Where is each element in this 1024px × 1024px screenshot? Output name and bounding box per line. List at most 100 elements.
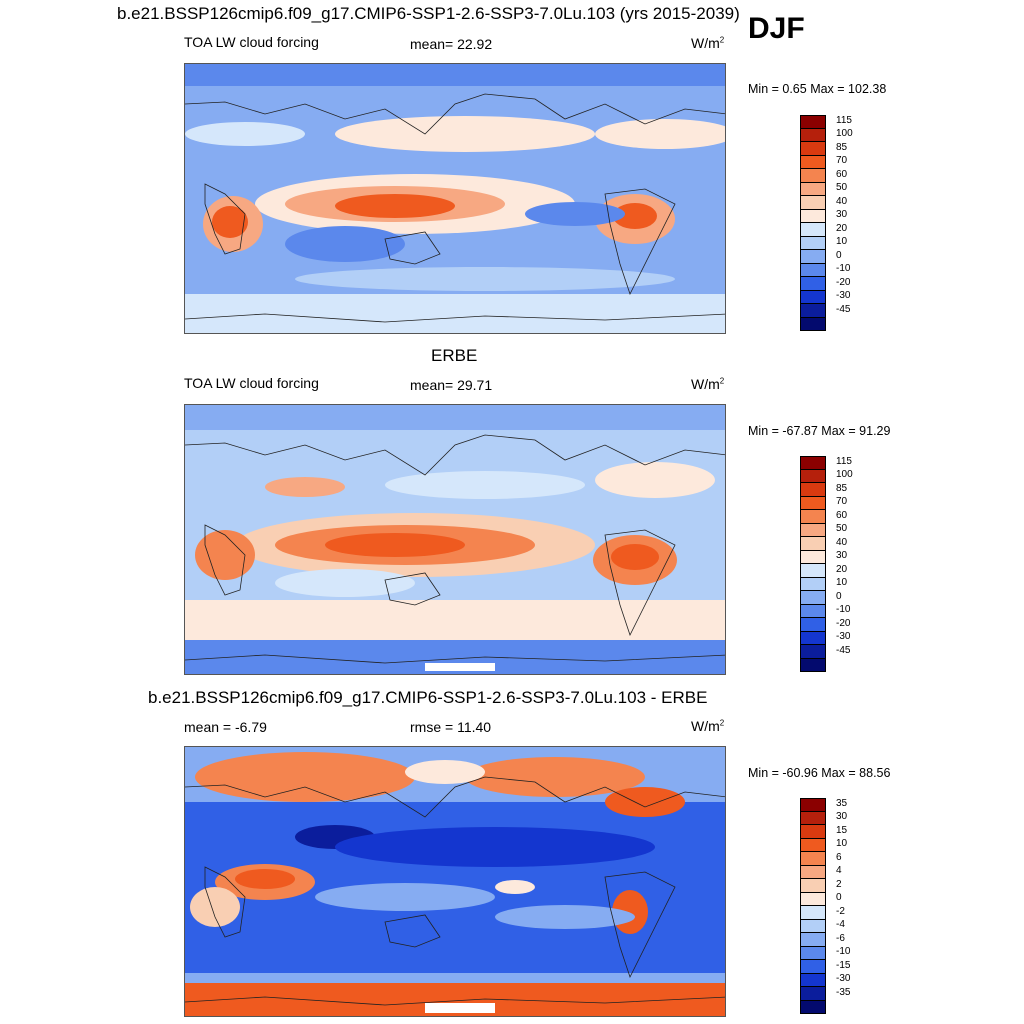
colorbar-swatch xyxy=(800,483,826,497)
panel-1-map xyxy=(184,63,726,334)
colorbar-tick-label: 40 xyxy=(836,195,848,207)
colorbar-tick-label: 10 xyxy=(836,838,848,849)
colorbar-tick-label: 10 xyxy=(836,236,848,247)
panel-3-rmse: rmse = 11.40 xyxy=(410,719,492,735)
colorbar-tick-label: 60 xyxy=(836,168,848,180)
colorbar-swatch xyxy=(800,523,826,537)
colorbar-swatch xyxy=(800,277,826,291)
colorbar-swatch xyxy=(800,209,826,223)
colorbar-tick-label: 30 xyxy=(836,811,848,822)
panel-3-title: b.e21.BSSP126cmip6.f09_g17.CMIP6-SSP1-2.… xyxy=(148,688,708,707)
colorbar-swatch xyxy=(800,537,826,551)
colorbar-swatch xyxy=(800,798,826,812)
season-label: DJF xyxy=(748,12,805,45)
colorbar-swatch xyxy=(800,987,826,1001)
panel-1-minmax: Min = 0.65 Max = 102.38 xyxy=(748,82,887,96)
colorbar-tick-label: 100 xyxy=(836,469,853,480)
colorbar-swatch xyxy=(800,115,826,129)
colorbar-swatch xyxy=(800,128,826,142)
panel-2-map xyxy=(184,404,726,675)
colorbar-tick-label: -2 xyxy=(836,905,845,917)
colorbar-tick-label: 70 xyxy=(836,155,848,166)
colorbar-swatch xyxy=(800,304,826,318)
panel-3-mean: mean = -6.79 xyxy=(184,719,267,735)
colorbar-tick-label: -30 xyxy=(836,973,851,984)
panel-2-mean: mean= 29.71 xyxy=(410,377,493,393)
colorbar-tick-label: -45 xyxy=(836,644,851,656)
panel-1-left-label: TOA LW cloud forcing xyxy=(184,34,319,50)
panel-2-colorbar xyxy=(800,456,826,672)
colorbar-tick-label: 30 xyxy=(836,550,848,561)
colorbar-tick-label: -10 xyxy=(836,263,851,274)
colorbar-swatch xyxy=(800,892,826,906)
panel-3-minmax: Min = -60.96 Max = 88.56 xyxy=(748,766,891,780)
colorbar-tick-label: -30 xyxy=(836,631,851,642)
colorbar-swatch xyxy=(800,811,826,825)
colorbar-swatch xyxy=(800,155,826,169)
colorbar-tick-label: 50 xyxy=(836,523,848,534)
panel-2-title: ERBE xyxy=(431,346,478,365)
colorbar-tick-label: -10 xyxy=(836,946,851,957)
colorbar-tick-label: 15 xyxy=(836,824,848,836)
colorbar-tick-label: 35 xyxy=(836,797,848,809)
colorbar-swatch xyxy=(800,658,826,672)
panel-3-units: W/m2 xyxy=(691,718,724,734)
colorbar-tick-label: 115 xyxy=(836,114,852,126)
units-text: W/m xyxy=(691,376,720,392)
colorbar-swatch xyxy=(800,973,826,987)
colorbar-swatch xyxy=(800,1000,826,1014)
colorbar-swatch xyxy=(800,182,826,196)
colorbar-tick-label: 0 xyxy=(836,892,842,903)
colorbar-swatch xyxy=(800,223,826,237)
colorbar-tick-label: 60 xyxy=(836,509,848,521)
colorbar-swatch xyxy=(800,906,826,920)
colorbar-tick-label: 6 xyxy=(836,851,842,863)
colorbar-swatch xyxy=(800,236,826,250)
colorbar-swatch xyxy=(800,631,826,645)
colorbar-tick-label: 30 xyxy=(836,209,848,220)
colorbar-tick-label: 2 xyxy=(836,878,842,890)
colorbar-swatch xyxy=(800,852,826,866)
colorbar-swatch xyxy=(800,960,826,974)
panel-2-left-label: TOA LW cloud forcing xyxy=(184,375,319,391)
colorbar-tick-label: 20 xyxy=(836,222,848,234)
colorbar-swatch xyxy=(800,865,826,879)
colorbar-swatch xyxy=(800,946,826,960)
colorbar-swatch xyxy=(800,618,826,632)
colorbar-swatch xyxy=(800,496,826,510)
colorbar-tick-label: -45 xyxy=(836,303,851,315)
colorbar-swatch xyxy=(800,510,826,524)
colorbar-tick-label: 85 xyxy=(836,141,848,153)
panel-1-mean: mean= 22.92 xyxy=(410,36,493,52)
colorbar-swatch xyxy=(800,604,826,618)
units-exponent: 2 xyxy=(719,376,725,386)
units-exponent: 2 xyxy=(719,718,725,728)
colorbar-tick-label: -20 xyxy=(836,617,851,629)
colorbar-swatch xyxy=(800,919,826,933)
units-exponent: 2 xyxy=(719,35,725,45)
colorbar-swatch xyxy=(800,317,826,331)
colorbar-swatch xyxy=(800,550,826,564)
colorbar-tick-label: -6 xyxy=(836,932,845,944)
panel-3-colorbar xyxy=(800,798,826,1014)
colorbar-tick-label: 100 xyxy=(836,128,853,139)
colorbar-swatch xyxy=(800,933,826,947)
units-text: W/m xyxy=(691,718,720,734)
colorbar-tick-label: 70 xyxy=(836,496,848,507)
colorbar-swatch xyxy=(800,169,826,183)
panel-3-map xyxy=(184,746,726,1017)
colorbar-swatch xyxy=(800,825,826,839)
panel-2-units: W/m2 xyxy=(691,376,724,392)
colorbar-tick-label: 0 xyxy=(836,590,842,602)
colorbar-tick-label: 40 xyxy=(836,536,848,548)
colorbar-swatch xyxy=(800,577,826,591)
colorbar-tick-label: -20 xyxy=(836,276,851,288)
colorbar-tick-label: 50 xyxy=(836,182,848,193)
panel-1-title: b.e21.BSSP126cmip6.f09_g17.CMIP6-SSP1-2.… xyxy=(117,4,740,23)
colorbar-swatch xyxy=(800,879,826,893)
colorbar-swatch xyxy=(800,250,826,264)
colorbar-swatch xyxy=(800,290,826,304)
colorbar-swatch xyxy=(800,591,826,605)
colorbar-swatch xyxy=(800,469,826,483)
units-text: W/m xyxy=(691,35,720,51)
